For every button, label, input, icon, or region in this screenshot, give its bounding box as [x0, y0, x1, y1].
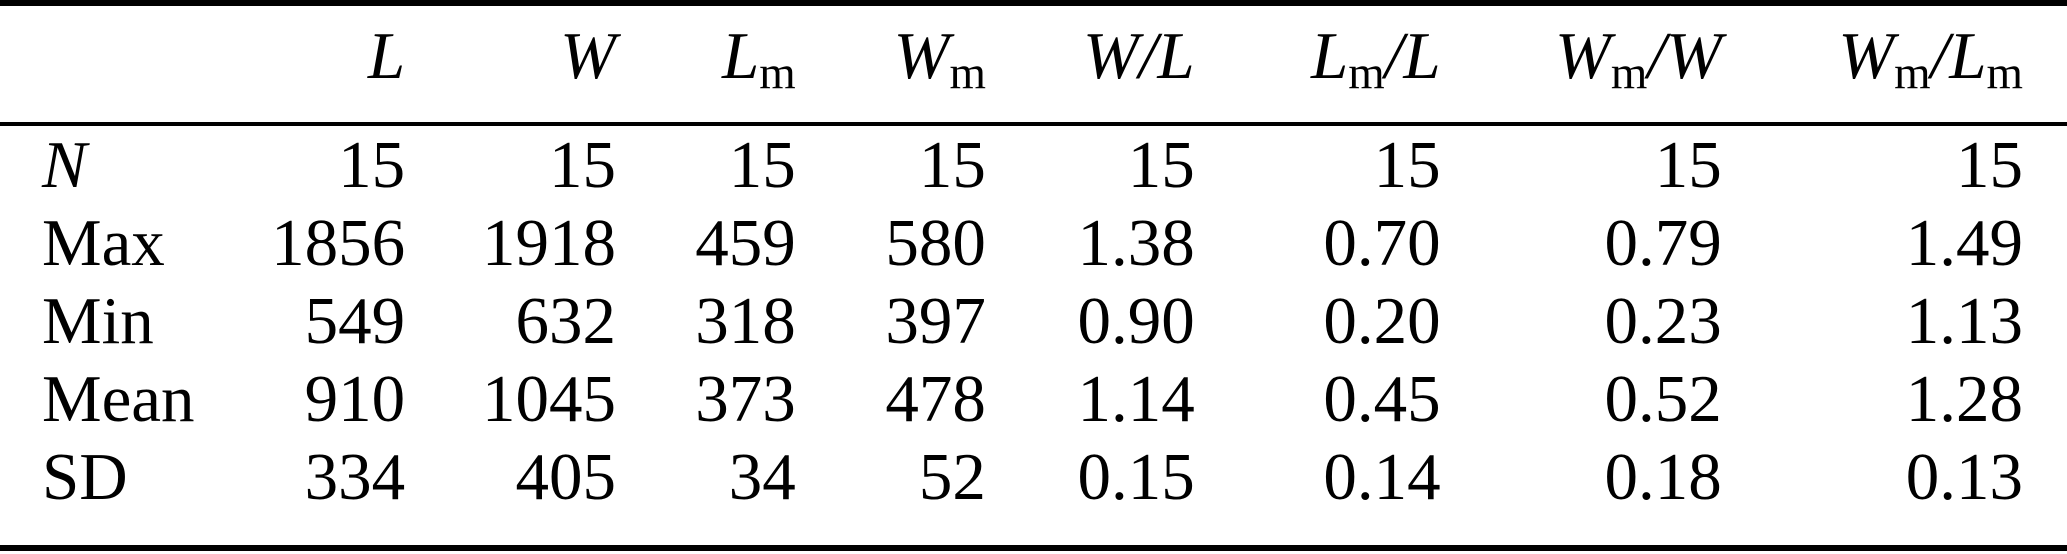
cell-max-L: 1856 [271, 206, 406, 280]
cell-sd-W-L: 0.15 [1077, 440, 1195, 514]
cell-sd-W: 405 [515, 440, 616, 514]
subscript: m [949, 47, 986, 100]
column-header-W-L: W/L [985, 6, 1195, 126]
header-row: L W Lm Wm W/L Lm/L Wm/W Wm/Lm [0, 6, 2067, 126]
divide-slash: / [1930, 19, 1950, 93]
cell-sd-Wm: 52 [918, 440, 986, 514]
cell-min-L: 549 [304, 284, 406, 358]
row-label-mean: Mean [42, 362, 195, 436]
table-row-mean: Mean 910 1045 373 478 1.14 0.45 0.52 1.28 [0, 360, 2067, 438]
subscript: m [1894, 47, 1931, 100]
variable-symbol: L [1949, 19, 1987, 93]
row-label-min: Min [42, 284, 154, 358]
subscript: m [1986, 47, 2023, 100]
cell-n-Lm-L: 15 [1373, 128, 1441, 202]
cell-mean-W-L: 1.14 [1077, 362, 1195, 436]
column-header-Wm: Wm [795, 6, 986, 126]
cell-mean-Wm-Lm: 1.28 [1905, 362, 2023, 436]
cell-max-Wm: 580 [885, 206, 986, 280]
variable-symbol: L [367, 19, 406, 93]
variable-symbol: L [1311, 19, 1349, 93]
cell-max-W: 1918 [481, 206, 616, 280]
cell-n-W-L: 15 [1127, 128, 1195, 202]
cell-max-Lm-L: 0.70 [1323, 206, 1441, 280]
divide-slash: / [1384, 19, 1404, 93]
column-header-stub [0, 6, 234, 126]
table-row-n: N 15 15 15 15 15 15 15 15 [0, 124, 2067, 204]
row-label-max: Max [42, 206, 165, 280]
column-header-W: W [405, 6, 616, 126]
table-top-rule [0, 0, 2067, 6]
cell-mean-Lm: 373 [695, 362, 796, 436]
cell-max-Wm-Lm: 1.49 [1905, 206, 2023, 280]
cell-sd-L: 334 [304, 440, 406, 514]
cell-n-Wm-Lm: 15 [1956, 128, 2023, 202]
variable-symbol: L [1403, 19, 1441, 93]
cell-max-Wm-W: 0.79 [1604, 206, 1722, 280]
row-label-sd: SD [42, 440, 128, 514]
cell-n-Lm: 15 [728, 128, 796, 202]
table-row-min: Min 549 632 318 397 0.90 0.20 0.23 1.13 [0, 282, 2067, 360]
cell-max-Lm: 459 [695, 206, 796, 280]
table-bottom-rule [0, 545, 2067, 551]
cell-n-W: 15 [548, 128, 616, 202]
subscript: m [1348, 47, 1385, 100]
column-header-Wm-W: Wm/W [1440, 6, 1722, 126]
column-header-Lm-L: Lm/L [1194, 6, 1441, 126]
variable-symbol: W [1555, 19, 1611, 93]
variable-symbol: L [722, 19, 760, 93]
cell-n-L: 15 [338, 128, 406, 202]
cell-max-W-L: 1.38 [1077, 206, 1195, 280]
cell-min-Lm: 318 [695, 284, 796, 358]
divide-slash: / [1138, 19, 1158, 93]
cell-mean-W: 1045 [481, 362, 616, 436]
cell-sd-Lm-L: 0.14 [1323, 440, 1441, 514]
cell-min-Wm-Lm: 1.13 [1905, 284, 2023, 358]
cell-min-W: 632 [515, 284, 616, 358]
row-label-n: N [42, 128, 87, 202]
variable-symbol: W [1665, 19, 1722, 93]
column-header-Lm: Lm [615, 6, 796, 126]
cell-min-Wm-W: 0.23 [1604, 284, 1722, 358]
variable-symbol: W [1082, 19, 1139, 93]
statistics-table: L W Lm Wm W/L Lm/L Wm/W Wm/Lm N 15 15 15 15 15 15 15 15… [0, 6, 2067, 544]
cell-mean-Lm-L: 0.45 [1323, 362, 1441, 436]
table-row-max: Max 1856 1918 459 580 1.38 0.70 0.79 1.49 [0, 204, 2067, 282]
cell-sd-Wm-W: 0.18 [1604, 440, 1722, 514]
table-row-sd: SD 334 405 34 52 0.15 0.14 0.18 0.13 [0, 438, 2067, 544]
cell-sd-Lm: 34 [728, 440, 796, 514]
subscript: m [1610, 47, 1648, 100]
cell-min-W-L: 0.90 [1077, 284, 1195, 358]
cell-mean-Wm: 478 [885, 362, 986, 436]
cell-n-Wm: 15 [918, 128, 986, 202]
table-header: L W Lm Wm W/L Lm/L Wm/W Wm/Lm [0, 6, 2067, 126]
column-header-Wm-Lm: Wm/Lm [1721, 6, 2067, 126]
divide-slash: / [1647, 19, 1666, 93]
variable-symbol: W [560, 19, 616, 93]
cell-sd-Wm-Lm: 0.13 [1905, 440, 2023, 514]
cell-mean-L: 910 [304, 362, 406, 436]
cell-n-Wm-W: 15 [1654, 128, 1722, 202]
column-header-L: L [233, 6, 406, 126]
subscript: m [759, 47, 796, 100]
cell-mean-Wm-W: 0.52 [1604, 362, 1722, 436]
variable-symbol: W [1838, 19, 1895, 93]
variable-symbol: W [893, 19, 950, 93]
cell-min-Wm: 397 [885, 284, 986, 358]
table-body: N 15 15 15 15 15 15 15 15 Max 1856 1918 459 580 1.38 0.… [0, 124, 2067, 544]
variable-symbol: L [1157, 19, 1195, 93]
cell-min-Lm-L: 0.20 [1323, 284, 1441, 358]
